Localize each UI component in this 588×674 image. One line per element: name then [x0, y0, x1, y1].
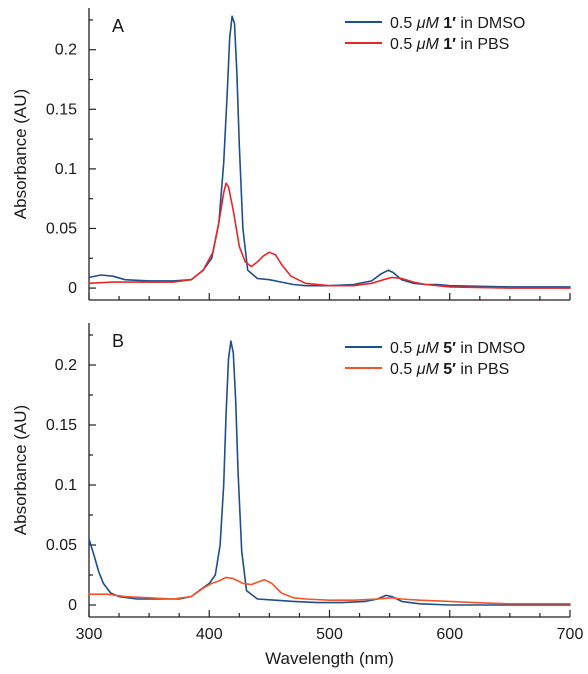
series-line-2 — [88, 576, 571, 605]
panel-a: 0 0.05 0.1 0.15 0.2 Absorbance (AU) A 0.5 μM 1′… — [11, 8, 571, 301]
y-tick-label: 0.15 — [46, 101, 77, 118]
y-tick-label: 0.2 — [55, 42, 77, 59]
panel-b: 0 0.05 0.1 0.15 0.2 300 400 500 600 700 Absorbance… — [11, 323, 583, 668]
legend-entry: 0.5 μM 1′ in PBS — [390, 36, 509, 53]
y-tick-label: 0.05 — [46, 537, 77, 554]
panel-letter: A — [112, 16, 124, 36]
y-tick-label: 0.15 — [46, 417, 77, 434]
y-axis-title: Absorbance (AU) — [11, 89, 30, 219]
series-line-1 — [88, 340, 571, 606]
x-tick-label: 600 — [436, 626, 463, 643]
y-tick-label: 0 — [68, 280, 77, 297]
x-tick-label: 400 — [196, 626, 223, 643]
y-tick-label: 0.2 — [55, 357, 77, 374]
series-line-2 — [88, 182, 571, 289]
legend-entry: 0.5 μM 5′ in DMSO — [390, 340, 525, 357]
legend-entry: 0.5 μM 1′ in DMSO — [390, 15, 525, 32]
x-axis-title: Wavelength (nm) — [265, 649, 394, 668]
y-tick-label: 0.1 — [55, 477, 77, 494]
y-axis-title: Absorbance (AU) — [11, 405, 30, 535]
y-tick-label: 0.05 — [46, 220, 77, 237]
x-tick-label: 700 — [557, 626, 584, 643]
y-tick-label: 0.1 — [55, 161, 77, 178]
series-line-1 — [88, 15, 571, 288]
x-tick-label: 300 — [76, 626, 103, 643]
y-tick-label: 0 — [68, 597, 77, 614]
x-tick-label: 500 — [316, 626, 343, 643]
panel-letter: B — [112, 331, 124, 351]
legend-entry: 0.5 μM 5′ in PBS — [390, 361, 509, 378]
